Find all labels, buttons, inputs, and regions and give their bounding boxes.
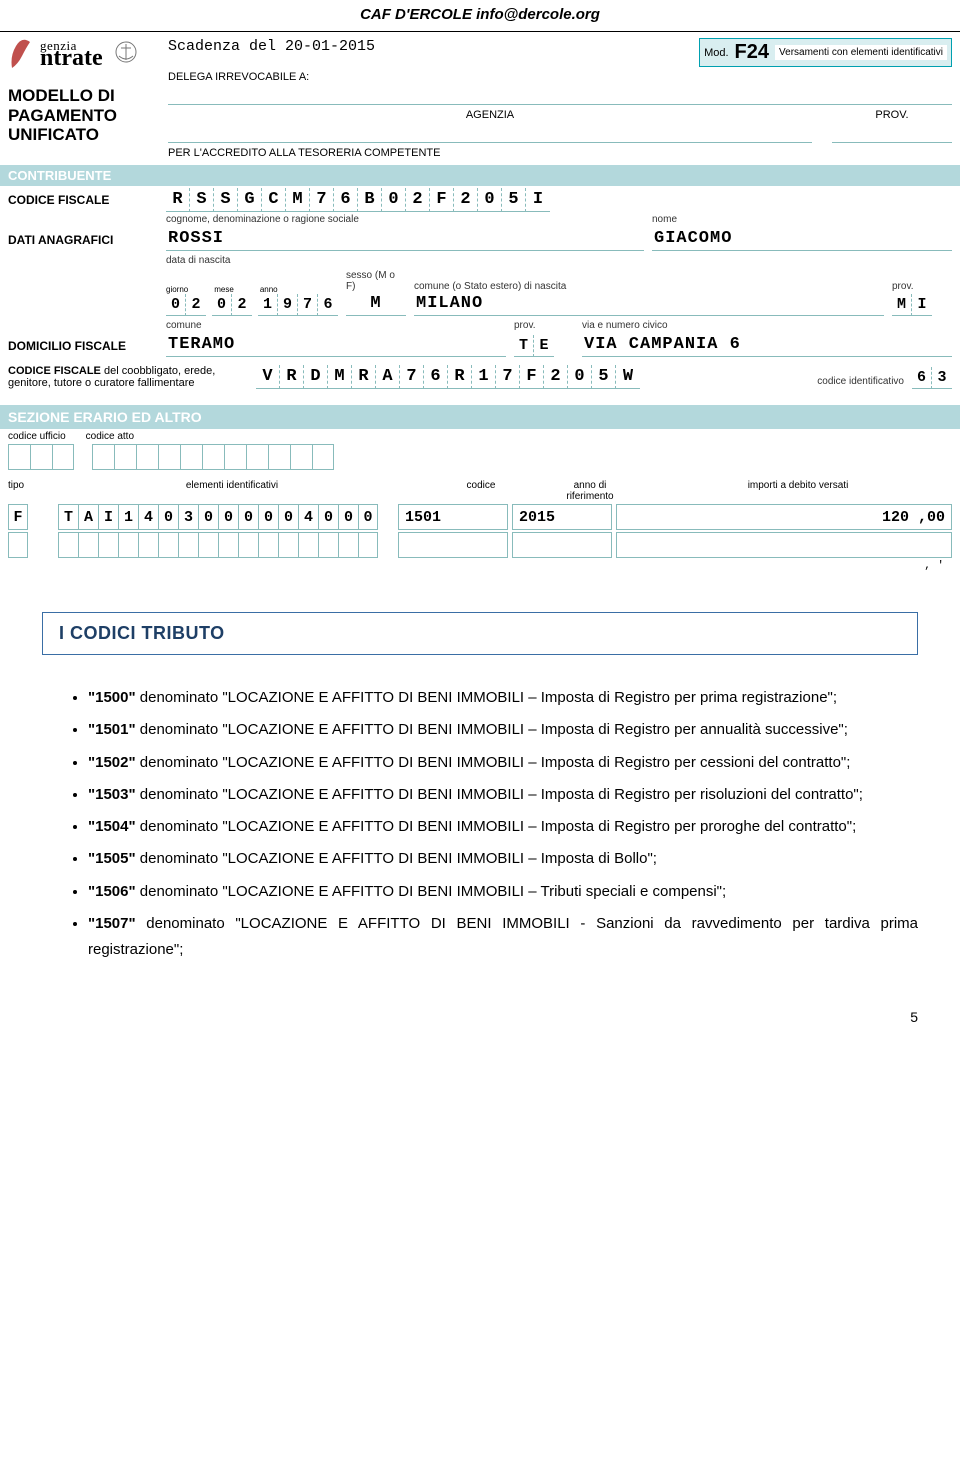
prov-dom-label: prov. [514, 320, 574, 331]
sesso-label: sesso (M o F) [346, 270, 406, 292]
mod-desc: Versamenti con elementi identificativi [775, 45, 947, 60]
mod-box: Mod. F24 Versamenti con elementi identif… [699, 38, 952, 67]
giorno-label: giorno [166, 285, 188, 294]
mod-label: Mod. [704, 47, 728, 59]
list-item: "1501" denominato "LOCAZIONE E AFFITTO D… [88, 717, 918, 743]
comune-nascita-label: comune (o Stato estero) di nascita [414, 281, 884, 292]
anno-label: anno [260, 285, 278, 294]
tesoreria-label: PER L'ACCREDITO ALLA TESORERIA COMPETENT… [168, 147, 952, 159]
mese-label: mese [214, 285, 234, 294]
col-elem: elementi identificativi [42, 480, 422, 502]
prov-dom-value: TE [514, 335, 574, 357]
via-value: VIA CAMPANIA 6 [582, 335, 952, 357]
data-row-2 [0, 532, 960, 558]
scadenza: Scadenza del 20-01-2015 [168, 38, 375, 55]
delega-label: DELEGA IRREVOCABILE A: [168, 71, 952, 83]
cognome-value: ROSSI [166, 229, 644, 251]
codici-list: "1500" denominato "LOCAZIONE E AFFITTO D… [42, 685, 918, 963]
logo-text-bot: ntrate [40, 48, 103, 70]
codice-fiscale-label: CODICE FISCALE [8, 193, 158, 207]
coobbligato-lbl-2: del coobbligato, erede, [104, 365, 215, 377]
cf-coobbligato: VRDMRA76R17F205W [256, 365, 640, 389]
col-importi: importi a debito versati [644, 480, 952, 502]
prov-label: PROV. [832, 109, 952, 121]
col-anno-1: anno di [540, 480, 640, 491]
list-item: "1506" denominato "LOCAZIONE E AFFITTO D… [88, 879, 918, 905]
agenzia-line [168, 123, 812, 143]
model-title-1: MODELLO DI PAGAMENTO [8, 86, 158, 125]
list-item: "1503" denominato "LOCAZIONE E AFFITTO D… [88, 782, 918, 808]
codice-atto-label: codice atto [86, 431, 134, 442]
model-title-2: UNIFICATO [8, 125, 158, 145]
agenzia-logo: genzia ntrate [8, 38, 158, 72]
article-title-box: I CODICI TRIBUTO [42, 612, 918, 655]
r1-importo: 120 ,00 [616, 504, 952, 530]
agenzia-label: AGENZIA [168, 109, 812, 121]
band-sezione: SEZIONE ERARIO ED ALTRO [0, 405, 960, 429]
page-header: CAF D'ERCOLE info@dercole.org [0, 0, 960, 31]
nome-label: nome [652, 214, 952, 225]
page-number: 5 [0, 989, 960, 1035]
list-item: "1504" denominato "LOCAZIONE E AFFITTO D… [88, 814, 918, 840]
mod-code: F24 [735, 41, 769, 64]
coobbligato-lbl-3: genitore, tutore o curatore fallimentare [8, 377, 195, 389]
prov-nascita-value: MI [892, 294, 952, 316]
codice-ident-value: 63 [912, 367, 952, 389]
sesso-value: M [346, 294, 406, 316]
nascita-gg: 02 [166, 294, 206, 316]
nascita-mm: 02 [212, 294, 252, 316]
comune-dom-value: TERAMO [166, 335, 506, 357]
list-item: "1500" denominato "LOCAZIONE E AFFITTO D… [88, 685, 918, 711]
col-codice: codice [426, 480, 536, 502]
cognome-label: cognome, denominazione o ragione sociale [166, 214, 644, 225]
list-item: "1507" denominato "LOCAZIONE E AFFITTO D… [88, 911, 918, 964]
codice-fiscale: RSSGCM76B02F205I [166, 188, 550, 212]
codice-ident-label: codice identificativo [817, 376, 904, 387]
r1-anno: 2015 [512, 504, 612, 530]
trailing-mark: , ' [0, 560, 960, 572]
col-tipo: tipo [8, 480, 38, 502]
dati-anagrafici-label: DATI ANAGRAFICI [8, 233, 158, 247]
comune-dom-label: comune [166, 320, 506, 331]
prov-line [832, 123, 952, 143]
domicilio-label: DOMICILIO FISCALE [8, 339, 158, 353]
data-row-1: F TAI1403000004000 1501 2015 120 ,00 [0, 504, 960, 530]
delega-line [168, 85, 952, 105]
list-item: "1505" denominato "LOCAZIONE E AFFITTO D… [88, 846, 918, 872]
f24-form: genzia ntrate MODELLO DI PAGAMENTO UNIFI… [0, 31, 960, 572]
article-title: I CODICI TRIBUTO [59, 623, 901, 644]
list-item: "1502" denominato "LOCAZIONE E AFFITTO D… [88, 750, 918, 776]
coobbligato-lbl-1: CODICE FISCALE [8, 365, 101, 377]
nascita-label: data di nascita [166, 255, 231, 266]
via-label: via e numero civico [582, 320, 952, 331]
empty-code-boxes [8, 444, 952, 470]
band-contribuente: CONTRIBUENTE [0, 165, 960, 186]
model-title: MODELLO DI PAGAMENTO UNIFICATO [8, 86, 158, 145]
nascita-yyyy: 1976 [258, 294, 338, 316]
prov-nascita-label: prov. [892, 281, 952, 292]
article: I CODICI TRIBUTO "1500" denominato "LOCA… [0, 612, 960, 989]
comune-nascita-value: MILANO [414, 294, 884, 316]
codice-ufficio-label: codice ufficio [8, 431, 66, 442]
nome-value: GIACOMO [652, 229, 952, 251]
emblem-icon [111, 38, 141, 72]
col-anno-2: riferimento [540, 491, 640, 502]
r1-codice: 1501 [398, 504, 508, 530]
